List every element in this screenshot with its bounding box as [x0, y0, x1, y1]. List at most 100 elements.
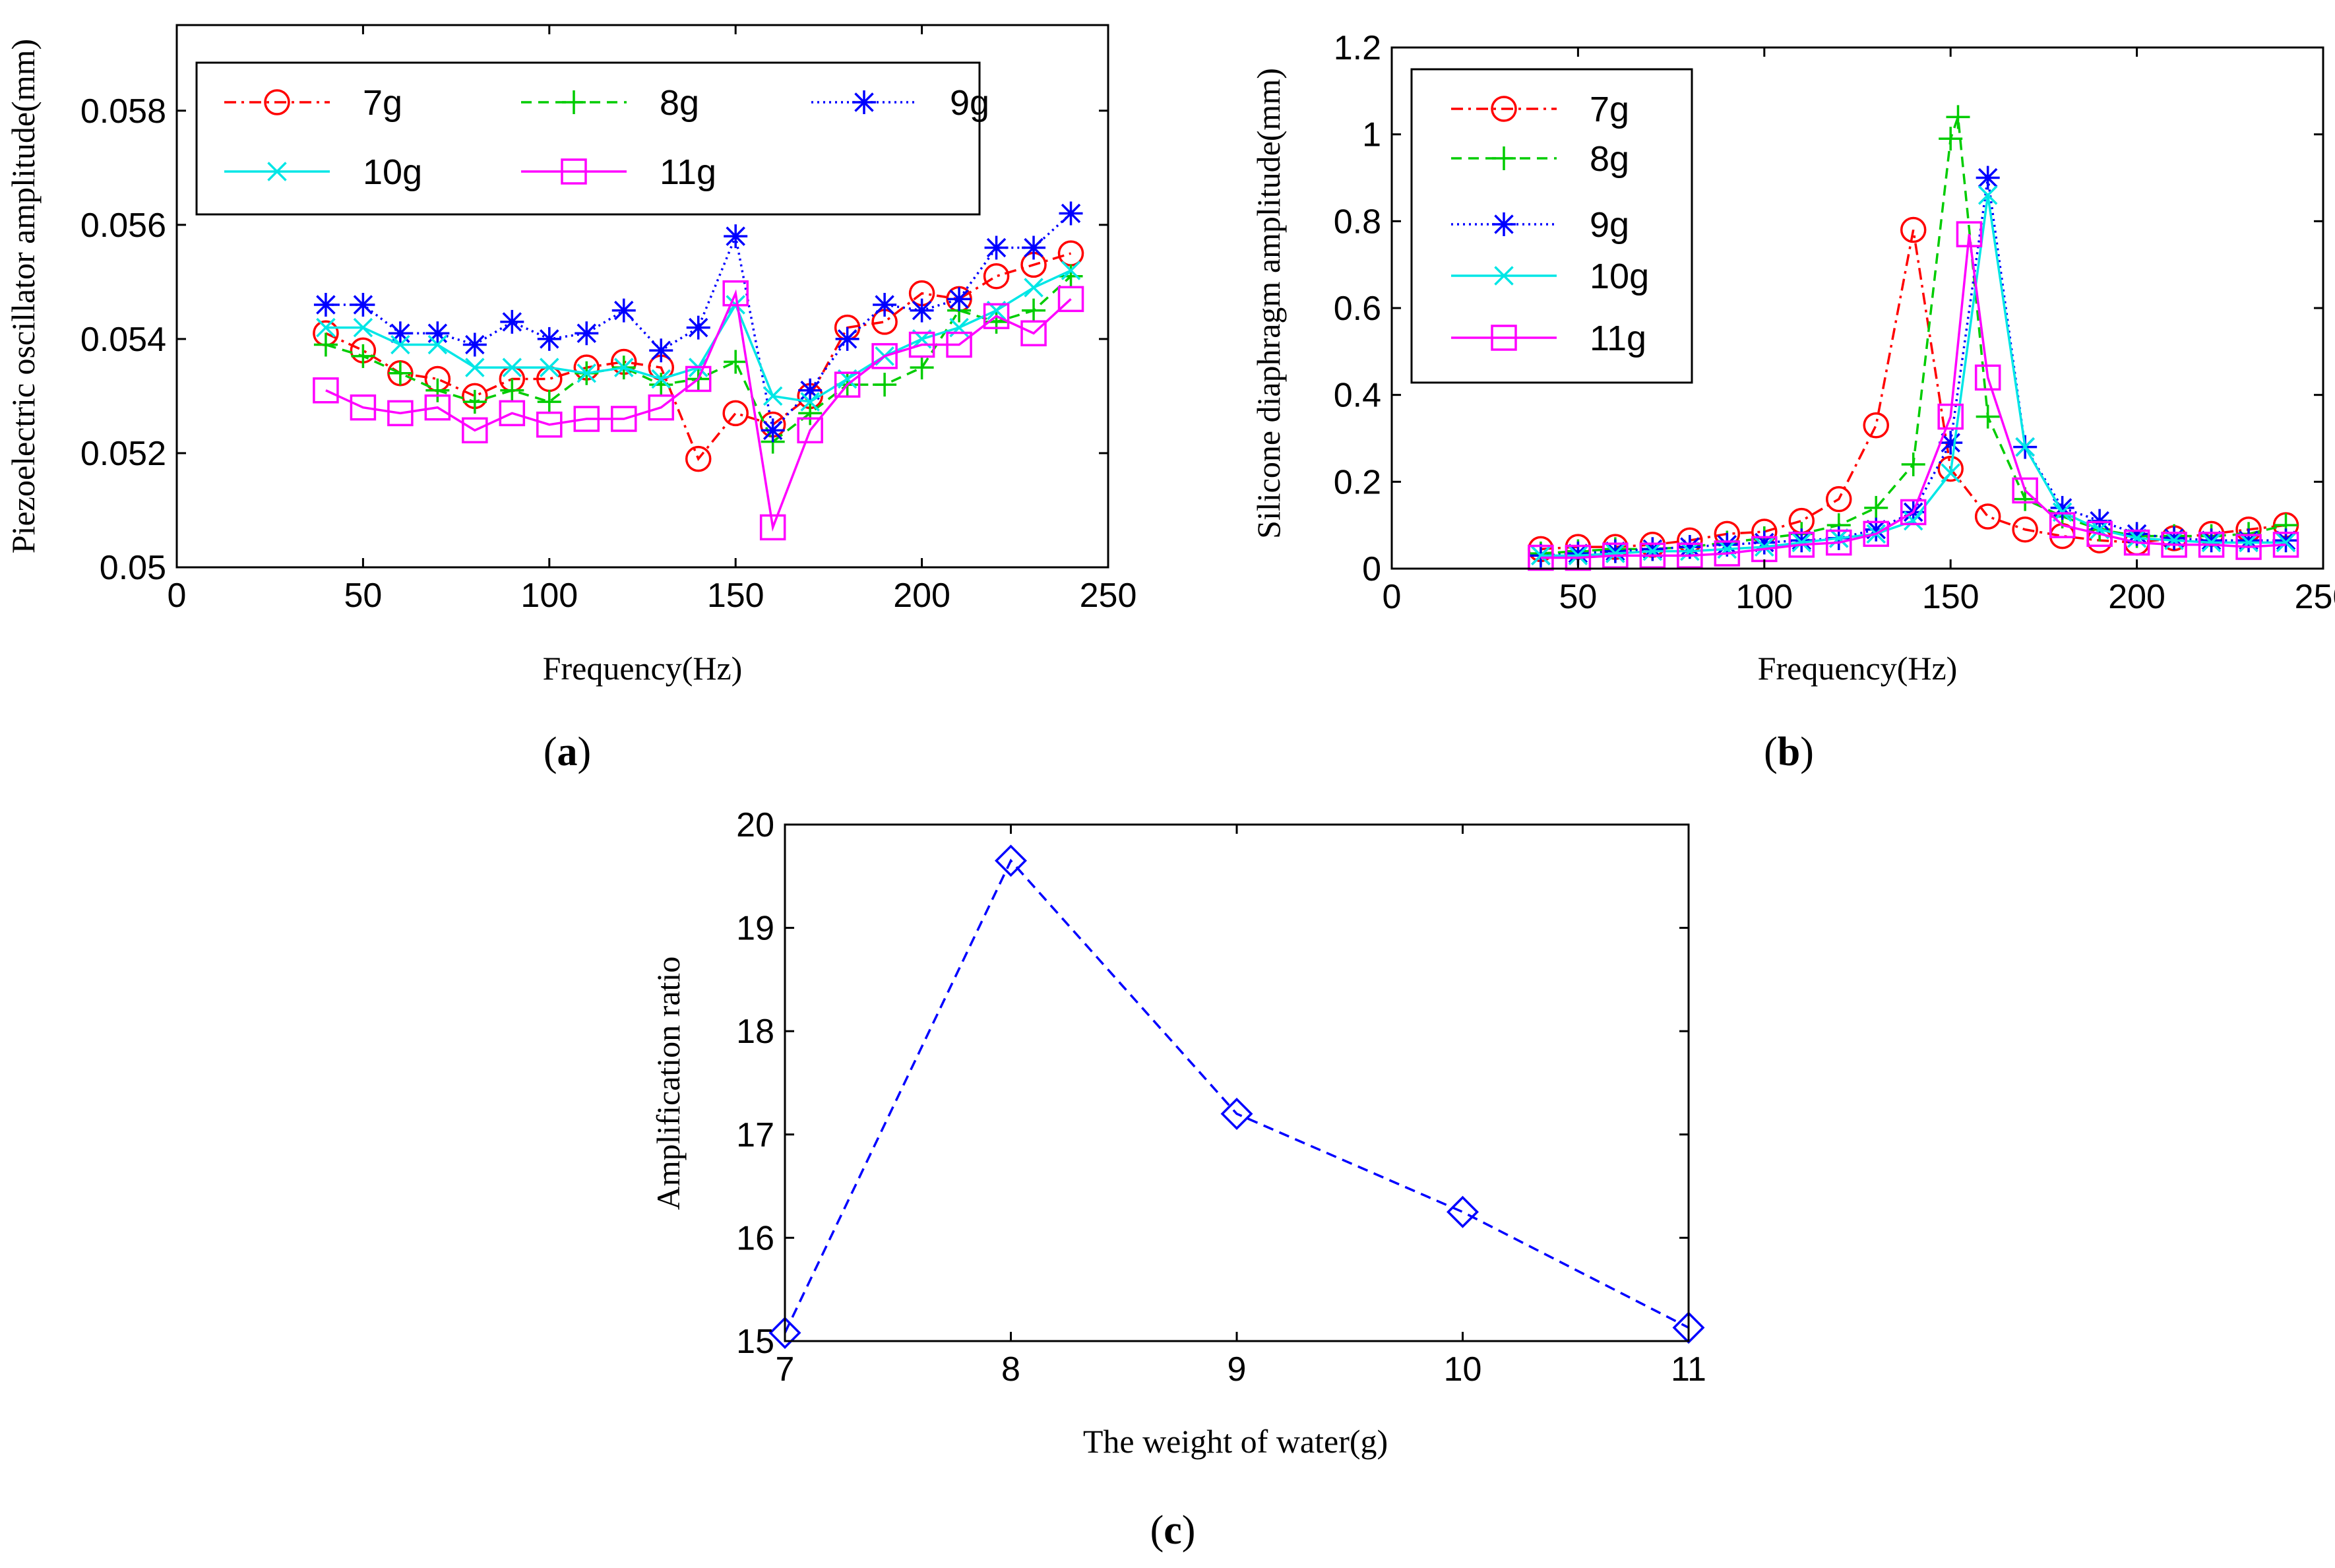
point-b-9g-1: [1566, 541, 1590, 565]
point-b-9g-4: [1677, 535, 1702, 559]
point-b-9g-16: [2125, 522, 2149, 546]
caption-b: (b): [1764, 730, 1814, 774]
point-b-7g-10: [1900, 216, 1927, 243]
point-a-9g-17: [947, 287, 972, 311]
point-b-9g-18: [2199, 528, 2224, 553]
point-a-9g-14: [835, 327, 859, 351]
series-line-b-11g: [1540, 234, 2286, 559]
point-a-10g-12: [763, 386, 783, 406]
point-a-8g-9: [649, 373, 673, 397]
legend-entry-a-11g: 11g: [521, 152, 716, 192]
legend-marker-a-11g: [561, 158, 587, 185]
legend-marker-a-8g: [562, 90, 586, 114]
point-b-11g-3: [1639, 542, 1666, 569]
point-a-9g-20: [1059, 201, 1083, 226]
point-a-10g-5: [502, 358, 522, 377]
x-tick-label-a-2: 100: [520, 577, 578, 615]
legend-entry-a-8g: 8g: [521, 83, 699, 123]
point-b-8g-12: [1946, 105, 1970, 129]
point-a-9g-7: [575, 321, 599, 346]
point-a-9g-6: [537, 327, 561, 351]
y-axis-label-b: Silicone diaphragm amplitude(mm): [1250, 68, 1287, 539]
point-b-10g-12: [1977, 185, 1998, 205]
point-a-9g-10: [686, 315, 710, 340]
point-a-9g-19: [1022, 235, 1046, 260]
point-a-11g-17: [946, 331, 972, 358]
point-a-10g-9: [651, 369, 671, 389]
point-a-9g-15: [873, 292, 897, 317]
point-c-amplification-ratio-1: [995, 844, 1027, 877]
point-b-9g-14: [2050, 495, 2074, 520]
point-a-10g-6: [540, 358, 559, 377]
point-b-11g-1: [1565, 544, 1592, 571]
y-tick-label-a-1: 0.052: [80, 435, 166, 473]
y-tick-label-a-0: 0.05: [100, 549, 166, 587]
point-b-10g-19: [2239, 532, 2258, 553]
y-axis-label-c: Amplification ratio: [650, 956, 687, 1210]
point-b-10g-13: [2015, 437, 2035, 457]
point-a-11g-7: [573, 406, 600, 432]
point-b-8g-13: [1976, 404, 2000, 429]
legend-label-b-10g: 10g: [1590, 257, 1649, 296]
point-a-9g-9: [649, 338, 673, 363]
legend-entry-a-10g: 10g: [224, 152, 422, 192]
x-tick-label-b-5: 250: [2295, 578, 2335, 616]
point-a-10g-4: [465, 358, 485, 377]
chart-panel-b: 7g 8g 9g 10g 11g 0 50 100 150 200 250 0 0.2 0.4 0.6 0.…: [1250, 29, 2335, 774]
legend-label-a-9g: 9g: [950, 83, 989, 123]
point-b-8g-9: [1864, 495, 1888, 520]
point-b-7g-11: [1937, 455, 1964, 482]
point-b-10g-17: [2164, 530, 2184, 550]
point-b-11g-21: [2272, 532, 2299, 558]
point-a-8g-15: [873, 373, 897, 397]
point-a-11g-18: [983, 303, 1010, 330]
point-b-11g-8: [1826, 529, 1852, 556]
point-b-10g-7: [1791, 532, 1812, 553]
series-line-b-7g: [1540, 230, 2286, 551]
point-a-8g-13: [798, 401, 823, 425]
caption-a-letter: a: [557, 730, 578, 774]
point-a-10g-1: [353, 317, 373, 338]
point-b-10g-6: [1755, 537, 1774, 557]
point-a-8g-1: [351, 344, 375, 368]
point-a-11g-10: [685, 365, 712, 392]
legend-label-b-7g: 7g: [1590, 90, 1629, 129]
point-b-11g-16: [2086, 520, 2113, 548]
point-b-10g-18: [2201, 532, 2222, 553]
legend-marker-b-9g: [1492, 212, 1516, 236]
point-a-9g-5: [500, 309, 524, 334]
point-a-8g-2: [388, 361, 412, 385]
point-a-8g-4: [462, 390, 487, 414]
y-tick-label-a-3: 0.056: [80, 206, 166, 245]
point-b-11g-7: [1788, 532, 1815, 558]
point-b-9g-6: [1752, 530, 1776, 555]
legend-label-a-7g: 7g: [363, 83, 402, 123]
y-tick-label-c-3: 18: [736, 1013, 774, 1051]
point-a-8g-0: [313, 332, 338, 357]
legend-b: 7g 8g 9g 10g 11g: [1410, 68, 1693, 384]
point-b-9g-5: [1715, 532, 1739, 557]
y-tick-label-b-2: 0.4: [1334, 377, 1381, 415]
series-line-c-amplification-ratio: [784, 858, 1689, 1334]
point-a-11g-12: [759, 514, 786, 541]
point-b-11g-18: [2161, 532, 2187, 558]
legend-marker-b-7g: [1491, 96, 1517, 122]
point-b-9g-20: [2274, 528, 2298, 553]
point-a-10g-20: [1061, 261, 1081, 280]
x-tick-label-b-2: 100: [1735, 578, 1793, 616]
point-a-11g-19: [1020, 320, 1047, 346]
point-b-10g-8: [1829, 528, 1849, 548]
point-a-10g-0: [316, 317, 336, 338]
point-b-10g-3: [1642, 541, 1663, 561]
legend-a: 7g 10g 8g 11g 9g: [195, 61, 989, 216]
point-a-11g-14: [834, 371, 861, 398]
point-b-9g-2: [1603, 539, 1627, 563]
point-a-11g-9: [648, 394, 674, 421]
point-b-9g-19: [2237, 528, 2261, 553]
point-b-11g-2: [1602, 542, 1629, 569]
legend-marker-a-9g: [852, 90, 876, 114]
point-a-10g-7: [576, 363, 597, 383]
x-tick-label-a-3: 150: [707, 577, 764, 615]
point-b-8g-11: [1939, 127, 1963, 151]
legend-marker-a-10g: [267, 162, 287, 181]
